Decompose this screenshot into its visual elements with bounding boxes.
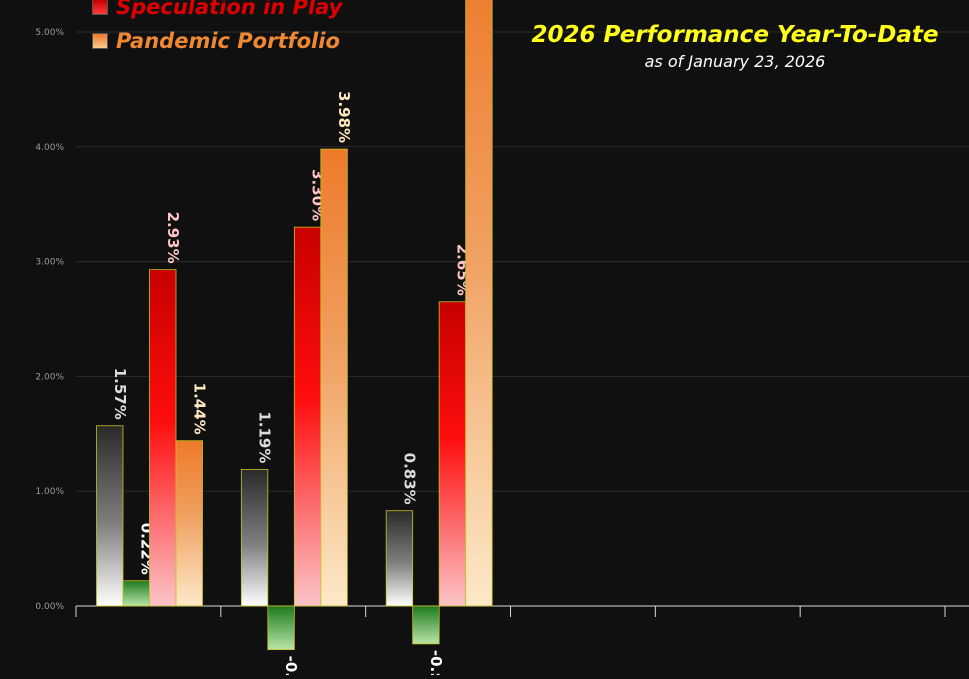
data-label: 3.98% — [335, 91, 353, 143]
y-tick-label: 4.00% — [35, 143, 64, 153]
y-tick-label: 1.00% — [35, 487, 64, 497]
data-label: 0.83% — [400, 453, 418, 505]
bar — [149, 269, 177, 607]
data-label: 1.44% — [190, 383, 208, 435]
y-tick-label: 5.00% — [35, 28, 64, 38]
legend-swatch — [92, 33, 108, 49]
bar — [293, 226, 322, 607]
bar — [267, 605, 295, 651]
bar — [96, 425, 124, 607]
y-tick-label: 2.00% — [35, 372, 64, 382]
data-label: -0.: — [427, 650, 445, 675]
chart-subtitle: as of January 23, 2026 — [644, 52, 826, 71]
data-label: 1.19% — [256, 411, 274, 463]
legend-item-speculation: Speculation in Play — [92, 0, 342, 24]
title-block: 2026 Performance Year-To-Date as of Janu… — [530, 22, 940, 71]
chart-title: 2026 Performance Year-To-Date — [531, 22, 939, 48]
legend: Speculation in Play Pandemic Portfolio — [92, 0, 342, 58]
bar — [320, 148, 348, 607]
bar — [412, 605, 440, 645]
bar — [385, 510, 414, 607]
y-tick-label: 0.00% — [35, 602, 64, 612]
y-tick-label: 3.00% — [35, 258, 64, 268]
data-label: -0. — [282, 656, 300, 675]
legend-label: Pandemic Portfolio — [116, 29, 340, 53]
legend-label: Speculation in Play — [116, 0, 343, 19]
bar — [465, 0, 493, 607]
bar — [122, 580, 150, 607]
data-label: 2.93% — [164, 212, 182, 264]
bar — [240, 468, 269, 607]
data-label: 1.57% — [111, 368, 129, 420]
bar — [438, 301, 467, 607]
legend-swatch — [92, 0, 108, 15]
bar — [175, 440, 203, 607]
legend-item-pandemic: Pandemic Portfolio — [92, 24, 342, 58]
